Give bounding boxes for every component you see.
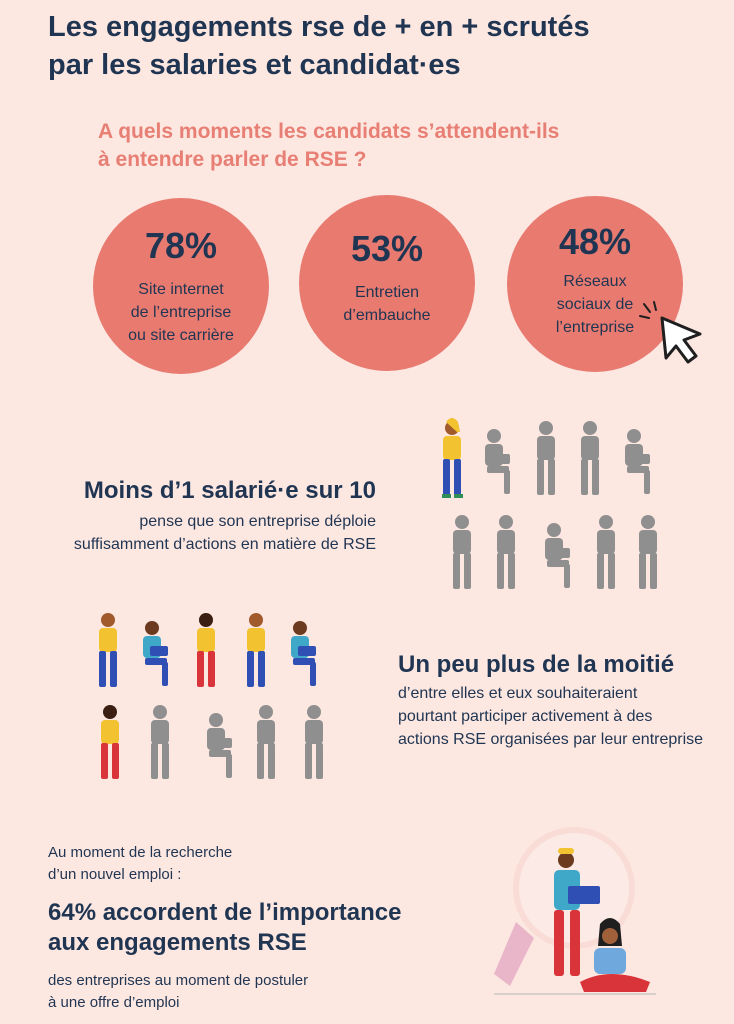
search-headline-line-2: aux engagements RSE <box>48 929 307 956</box>
question-line-1: A quels moments les candidats s’attenden… <box>98 120 560 143</box>
stat-label: Réseaux sociaux de l’entreprise <box>507 270 683 339</box>
person-grey <box>625 429 650 494</box>
person-highlighted <box>99 613 117 687</box>
stat-circle-website: 78% Site internet de l’entreprise ou sit… <box>93 198 269 374</box>
title-line-2: par les salaries et candidat·es <box>48 49 461 81</box>
person-grey <box>453 515 471 589</box>
person-highlighted <box>197 613 215 687</box>
title-line-1: Les engagements rse de + en + scrutés <box>48 11 590 43</box>
stat-label: Site internet de l’entreprise ou site ca… <box>93 278 269 347</box>
person-grey <box>305 705 323 779</box>
person-grey <box>639 515 657 589</box>
person-grey <box>151 705 169 779</box>
search-intro-line-1: Au moment de la recherche <box>48 844 233 861</box>
employees-headline: Moins d’1 salarié·e sur 10 <box>83 477 376 504</box>
magnifier-illustration <box>494 827 656 995</box>
stat-label-line: Site internet <box>138 281 224 298</box>
stat-label: Entretien d’embauche <box>299 281 475 327</box>
half-headline: Un peu plus de la moitié <box>398 651 675 678</box>
person-grey <box>207 713 232 778</box>
person-grey <box>497 515 515 589</box>
person-highlighted <box>442 418 463 498</box>
person-grey <box>485 429 510 494</box>
employees-stat: Moins d’1 salarié·e sur 10 pense que son… <box>20 476 376 556</box>
search-body-line-2: à une offre d’emploi <box>48 994 180 1011</box>
people-group-employees <box>442 418 657 589</box>
stat-circle-social: 48% Réseaux sociaux de l’entreprise <box>507 196 683 372</box>
search-body: des entreprises au moment de postuler à … <box>48 970 408 1014</box>
stat-label-line: d’embauche <box>343 307 431 324</box>
person-grey <box>581 421 599 495</box>
person-highlighted <box>247 613 265 687</box>
person-highlighted <box>101 705 119 779</box>
search-body-line-1: des entreprises au moment de postuler <box>48 972 309 989</box>
person-grey <box>597 515 615 589</box>
person-grey <box>545 523 570 588</box>
question-line-2: à entendre parler de RSE ? <box>98 148 367 171</box>
half-line-1: d’entre elles et eux souhaiteraient <box>398 685 638 702</box>
person-grey <box>537 421 555 495</box>
half-stat: Un peu plus de la moitié d’entre elles e… <box>398 650 728 751</box>
stat-value: 78% <box>144 225 218 266</box>
stat-value: 53% <box>350 228 424 269</box>
question-heading: A quels moments les candidats s’attenden… <box>98 118 658 174</box>
stat-label-line: l’entreprise <box>555 319 635 336</box>
search-headline: 64% accordent de l’importance aux engage… <box>48 898 488 958</box>
stat-label-line: Entretien <box>354 284 420 301</box>
person-highlighted <box>291 621 316 686</box>
half-line-2: pourtant participer activement à des <box>398 708 653 725</box>
stat-label-line: sociaux de <box>556 296 634 313</box>
person-grey <box>257 705 275 779</box>
search-intro: Au moment de la recherche d’un nouvel em… <box>48 842 348 886</box>
stat-label-line: ou site carrière <box>128 327 234 344</box>
employees-line-1: pense que son entreprise déploie <box>139 513 376 530</box>
search-headline-line-1: 64% accordent de l’importance <box>48 899 402 926</box>
people-group-half <box>99 613 323 779</box>
stat-value: 48% <box>558 221 632 262</box>
search-intro-line-2: d’un nouvel emploi : <box>48 866 182 883</box>
cursor-click-icon <box>639 301 702 364</box>
page-title: Les engagements rse de + en + scrutés pa… <box>48 8 688 84</box>
stat-label-line: Réseaux <box>563 273 627 290</box>
employees-line-2: suffisamment d’actions en matière de RSE <box>73 536 376 553</box>
person-highlighted <box>143 621 168 686</box>
stat-circle-interview: 53% Entretien d’embauche <box>299 195 475 371</box>
half-line-3: actions RSE organisées par leur entrepri… <box>398 731 704 748</box>
stat-label-line: de l’entreprise <box>130 304 232 321</box>
